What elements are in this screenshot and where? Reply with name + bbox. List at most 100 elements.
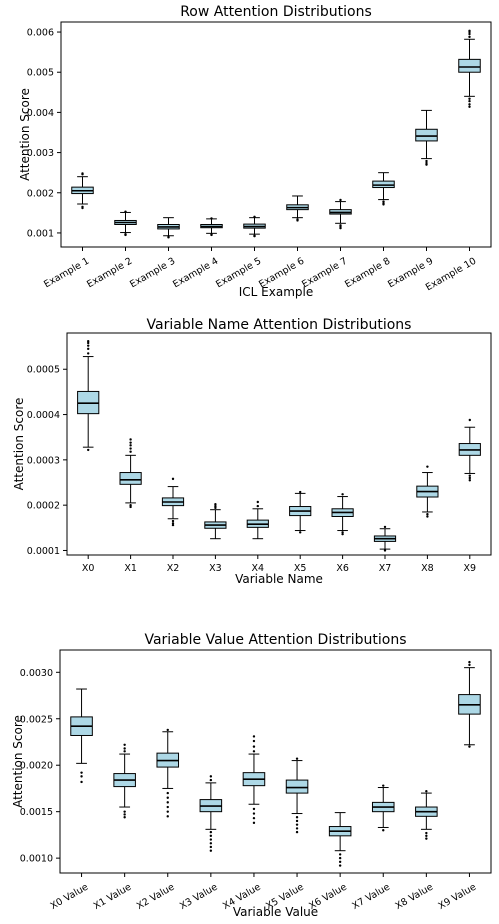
x-tick-label: Example 8 — [343, 256, 392, 291]
outlier-point — [382, 203, 385, 206]
x-tick-label: X4 — [252, 563, 265, 574]
iqr-box — [415, 128, 438, 142]
box-example-10 — [458, 29, 481, 108]
box-example-4 — [200, 217, 223, 237]
outlier-point — [166, 801, 169, 804]
outlier-point — [210, 233, 213, 237]
outlier-point — [383, 549, 387, 552]
box-x0-value — [70, 688, 93, 784]
box-x6-value — [328, 812, 352, 867]
y-tick-label: 0.0030 — [20, 668, 53, 679]
outlier-point — [425, 837, 428, 840]
iqr-box — [372, 180, 395, 189]
outlier-point — [124, 210, 127, 213]
outlier-point — [468, 660, 471, 664]
x-axis-label: Variable Name — [235, 572, 323, 586]
y-tick-label: 0.006 — [27, 28, 54, 39]
outlier-point — [468, 418, 471, 422]
outlier-point — [166, 805, 169, 809]
box-x2 — [161, 477, 185, 527]
outlier-point — [129, 503, 132, 507]
iqr-box — [458, 58, 481, 73]
outlier-point — [252, 812, 256, 815]
outlier-point — [123, 813, 126, 816]
box-x8 — [416, 465, 439, 518]
y-tick-label: 0.0001 — [27, 546, 60, 557]
outlier-point — [214, 506, 217, 510]
outlier-point — [252, 735, 256, 738]
outlier-point — [299, 531, 302, 534]
outlier-point — [338, 860, 342, 864]
outlier-point — [426, 515, 429, 518]
outlier-point — [468, 474, 471, 477]
outlier-point — [468, 663, 471, 667]
x-tick-label: X3 Value — [178, 882, 220, 912]
outlier-point — [468, 97, 471, 100]
outlier-point — [171, 522, 175, 525]
outlier-point — [87, 341, 90, 345]
outlier-point — [129, 447, 132, 450]
box-example-8 — [372, 172, 395, 206]
x-tick-label: X2 Value — [135, 882, 177, 912]
iqr-box — [119, 472, 142, 485]
box-x1-value — [113, 743, 136, 819]
x-tick-label: Example 2 — [85, 256, 134, 291]
box-x7 — [373, 525, 397, 552]
outlier-point — [209, 842, 213, 845]
x-tick-label: X2 — [167, 563, 180, 574]
outlier-point — [338, 856, 342, 860]
x-tick-label: X1 Value — [92, 882, 134, 912]
outlier-point — [295, 757, 299, 760]
outlier-point — [296, 219, 299, 222]
y-axis-label: Attention Score — [11, 715, 25, 808]
x-tick-label: Example 4 — [171, 256, 220, 291]
box-example-1 — [71, 172, 94, 210]
outlier-point — [209, 834, 213, 838]
outlier-point — [166, 810, 169, 813]
outlier-point — [252, 821, 256, 825]
iqr-box — [285, 779, 309, 794]
y-tick-label: 0.001 — [27, 228, 54, 239]
outlier-point — [81, 206, 84, 210]
outlier-point — [124, 233, 127, 237]
x-tick-label: X8 — [421, 563, 434, 574]
outlier-point — [299, 490, 302, 494]
outlier-point — [123, 743, 126, 746]
x-tick-label: X6 — [336, 563, 349, 574]
outlier-point — [167, 236, 170, 239]
x-tick-label: X9 Value — [437, 882, 479, 912]
y-tick-label: 0.0020 — [20, 761, 53, 772]
outlier-point — [166, 728, 169, 732]
outlier-point — [171, 523, 175, 527]
outlier-point — [256, 504, 259, 508]
y-tick-label: 0.0004 — [27, 410, 60, 421]
outlier-point — [123, 747, 126, 750]
x-tick-label: X7 Value — [350, 882, 392, 912]
box-x7-value — [371, 784, 395, 832]
y-tick-label: 0.0025 — [20, 714, 53, 725]
x-tick-label: X1 — [124, 563, 137, 574]
x-tick-label: Example 1 — [42, 256, 91, 291]
outlier-point — [81, 172, 84, 175]
box-x6 — [331, 493, 354, 536]
outlier-point — [209, 845, 213, 849]
outlier-point — [253, 234, 256, 238]
outlier-point — [468, 35, 471, 39]
outlier-point — [123, 750, 126, 753]
outlier-point — [87, 347, 90, 351]
outlier-point — [80, 775, 83, 778]
chart-title: Variable Value Attention Distributions — [144, 632, 406, 648]
outlier-point — [252, 816, 256, 820]
outlier-point — [171, 477, 175, 481]
outlier-point — [253, 215, 256, 219]
outlier-point — [252, 807, 256, 811]
outlier-point — [252, 750, 256, 753]
chart-title: Variable Name Attention Distributions — [147, 317, 412, 333]
outlier-point — [468, 99, 471, 103]
outlier-point — [338, 864, 342, 867]
box-x3 — [204, 503, 227, 540]
chart-title: Row Attention Distributions — [180, 4, 372, 20]
outlier-point — [295, 816, 299, 819]
outlier-point — [214, 503, 217, 506]
